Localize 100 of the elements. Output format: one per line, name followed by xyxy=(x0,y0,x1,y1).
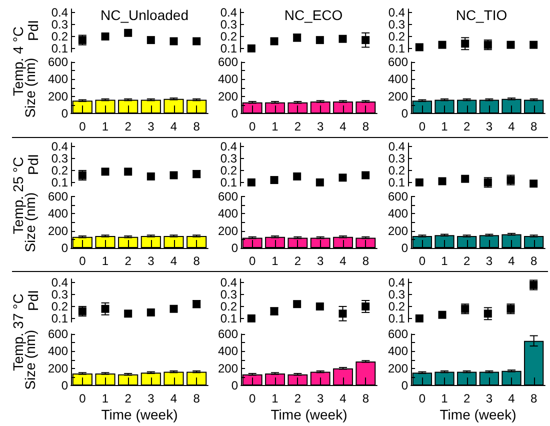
point xyxy=(192,37,201,46)
chart-title: NC_ECO xyxy=(284,7,343,23)
y-tick-label: 0.2 xyxy=(388,163,406,178)
x-axis-title: Time (week) xyxy=(440,406,516,422)
y-tick-label: 0 xyxy=(61,241,68,255)
y-tick-label: 0.3 xyxy=(388,152,406,166)
x-tick-label: 3 xyxy=(148,392,155,406)
y-tick-label: 0.3 xyxy=(51,18,68,32)
y-tick-label: 200 xyxy=(218,89,238,104)
y-tick-label: 0.1 xyxy=(51,175,68,190)
y-tick-label: 0.4 xyxy=(51,140,68,154)
x-tick-label: 1 xyxy=(441,120,448,134)
x-tick-label: 2 xyxy=(124,392,132,406)
y-tick-label: 0.1 xyxy=(51,41,68,56)
y-tick-label: 0 xyxy=(61,106,68,120)
point xyxy=(316,178,324,186)
y-tick-label: 0.1 xyxy=(220,175,238,190)
x-tick-label: 8 xyxy=(193,392,200,406)
point xyxy=(338,34,347,43)
y-tick-label: 400 xyxy=(48,72,68,86)
x-tick-label: 1 xyxy=(102,254,109,268)
x-tick-label: 4 xyxy=(508,254,516,268)
y-tick-label: 600 xyxy=(218,327,238,341)
y-tick-label: 0 xyxy=(401,106,408,120)
y-tick-label: 0.4 xyxy=(220,6,238,20)
y-tick-label: 200 xyxy=(48,361,68,376)
x-tick-label: 0 xyxy=(418,254,426,268)
text: Temp. 25 °C xyxy=(10,156,26,234)
y-tick-label: 0.3 xyxy=(388,288,406,302)
x-tick-label: 2 xyxy=(464,120,470,134)
x-tick-label: 1 xyxy=(441,254,448,268)
point xyxy=(247,178,256,186)
x-tick-label: 4 xyxy=(170,392,178,406)
x-tick-label: 8 xyxy=(530,392,538,406)
x-tick-label: 0 xyxy=(418,120,426,134)
x-tick-label: 8 xyxy=(193,254,200,268)
y-tick-label: 400 xyxy=(388,72,408,86)
y-tick-label: 0.3 xyxy=(220,288,238,302)
point xyxy=(362,171,370,180)
y-tick-label: 0.1 xyxy=(51,311,68,326)
x-tick-label: 3 xyxy=(148,120,155,134)
x-tick-label: 3 xyxy=(486,254,493,268)
x-tick-label: 1 xyxy=(441,392,448,406)
x-tick-label: 0 xyxy=(79,254,86,268)
x-tick-label: 8 xyxy=(193,120,200,134)
y-axis-title: PdI xyxy=(25,154,41,176)
y-tick-label: 0.2 xyxy=(388,29,406,44)
y-tick-label: 600 xyxy=(388,327,408,341)
y-tick-label: 0.1 xyxy=(220,311,238,326)
x-tick-label: 0 xyxy=(249,392,256,406)
x-tick-label: 2 xyxy=(294,120,302,134)
y-tick-label: 0 xyxy=(231,378,238,392)
y-tick-label: 0.2 xyxy=(220,29,238,44)
y-tick-label: 0.3 xyxy=(388,18,406,32)
x-tick-label: 2 xyxy=(124,254,132,268)
y-tick-label: 0 xyxy=(401,378,408,392)
x-tick-label: 4 xyxy=(340,392,347,406)
point xyxy=(247,44,256,52)
y-tick-label: 0.4 xyxy=(388,6,406,20)
y-tick-label: 600 xyxy=(48,327,68,341)
y-tick-label: 0.3 xyxy=(51,288,68,302)
y-tick-label: 200 xyxy=(48,224,68,238)
y-tick-label: 400 xyxy=(218,344,238,358)
point xyxy=(247,314,256,322)
y-tick-label: 400 xyxy=(48,206,68,221)
x-axis-title: Time (week) xyxy=(270,406,348,422)
x-tick-label: 0 xyxy=(249,120,256,134)
y-tick-label: 600 xyxy=(48,190,68,204)
point xyxy=(338,310,347,318)
y-axis-title: PdI xyxy=(25,20,41,42)
y-tick-label: 0.1 xyxy=(220,41,238,56)
y-tick-label: 200 xyxy=(388,361,408,376)
point xyxy=(270,37,278,46)
x-tick-label: 2 xyxy=(464,392,470,406)
point xyxy=(362,302,370,310)
chart-title: NC_Unloaded xyxy=(100,7,188,23)
x-tick-label: 3 xyxy=(317,392,324,406)
point xyxy=(146,36,155,44)
x-axis-title: Time (week) xyxy=(101,406,178,422)
y-tick-label: 0.4 xyxy=(220,140,238,154)
x-tick-label: 1 xyxy=(272,254,279,268)
x-tick-label: 2 xyxy=(294,392,302,406)
x-tick-label: 4 xyxy=(340,254,347,268)
y-tick-label: 0.2 xyxy=(51,163,68,178)
y-tick-label: 400 xyxy=(218,72,238,86)
y-tick-label: 0 xyxy=(401,241,408,255)
point xyxy=(101,32,110,40)
x-tick-label: 0 xyxy=(79,392,86,406)
x-tick-label: 1 xyxy=(102,120,109,134)
point xyxy=(146,308,155,316)
y-tick-label: 0 xyxy=(61,378,68,392)
chart-title: NC_TIO xyxy=(456,7,508,23)
x-tick-label: 0 xyxy=(249,254,256,268)
y-tick-label: 0.4 xyxy=(220,276,238,290)
y-tick-label: 0.4 xyxy=(388,140,406,154)
x-tick-label: 4 xyxy=(170,254,178,268)
y-tick-label: 600 xyxy=(218,190,238,204)
point xyxy=(124,310,132,318)
x-tick-label: 3 xyxy=(486,392,493,406)
x-tick-label: 8 xyxy=(530,120,538,134)
